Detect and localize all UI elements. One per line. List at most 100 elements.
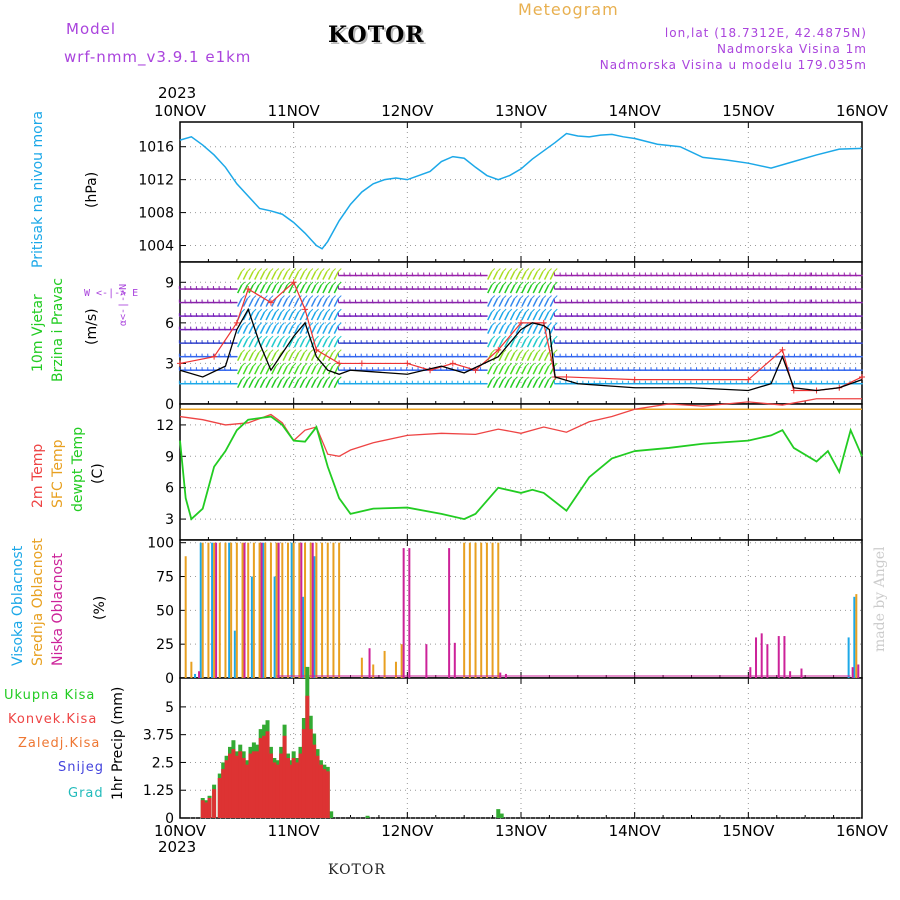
wind-barb-flag <box>292 308 297 313</box>
wind-barb-flag <box>241 376 246 381</box>
wind-barb <box>521 311 527 321</box>
wind-barb-flag <box>497 362 501 367</box>
wind-barb-flag <box>525 362 530 367</box>
wind-barb <box>333 338 339 348</box>
wind-barb <box>237 298 243 307</box>
wind-barb-flag <box>525 376 530 381</box>
wind-barb-flag <box>309 362 314 367</box>
wind-barb-flag <box>332 362 336 367</box>
wind-barb-flag <box>275 322 280 326</box>
wind-barb <box>509 338 516 348</box>
wind-barb <box>549 298 555 307</box>
y-tick-label: 2.5 <box>152 755 174 771</box>
wind-direction-marker <box>290 279 297 286</box>
wind-barb <box>504 284 510 294</box>
wind-barb-flag <box>241 322 246 326</box>
wind-barb <box>276 298 283 307</box>
precip-bar <box>262 735 267 818</box>
wind-barb-flag <box>531 376 535 381</box>
wind-barb <box>265 325 271 334</box>
wind-barb <box>509 298 516 307</box>
wind-barb-flag <box>309 281 314 286</box>
wind-barb-flag <box>258 308 263 313</box>
wind-barb <box>504 379 510 389</box>
wind-barb-flag <box>326 281 331 286</box>
wind-barb-flag <box>525 349 530 354</box>
wind-barb <box>305 311 311 321</box>
pressure-label: Pritisak na nivou mora <box>30 110 46 268</box>
cloud-bar <box>853 596 856 678</box>
wind-barb <box>310 298 317 307</box>
wind-barb-flag <box>247 376 251 381</box>
precip-bar <box>268 753 273 818</box>
wind-barb-flag <box>491 349 496 354</box>
wind-barb-flag <box>269 322 274 326</box>
wind-barb <box>327 379 334 389</box>
cloud-bar <box>269 542 272 678</box>
wind-barb <box>271 284 277 294</box>
wind-barb <box>515 365 521 375</box>
wind-barb-flag <box>269 308 274 313</box>
precip-bar <box>228 753 233 818</box>
wind-barb-flag <box>247 349 251 354</box>
wind-barb-flag <box>258 362 263 367</box>
precip-bar <box>301 729 306 818</box>
wind-barb <box>316 338 322 348</box>
wind-barb <box>282 365 288 375</box>
wind-barb-flag <box>497 268 501 272</box>
wind-barb-flag <box>252 295 257 299</box>
wind-barb <box>543 284 550 294</box>
wind-barb <box>327 325 334 334</box>
wind-barb-flag <box>315 308 319 313</box>
wind-barb-flag <box>519 362 524 367</box>
wind-barb <box>504 325 510 334</box>
wind-barb-flag <box>258 376 263 381</box>
wind-barb <box>498 352 504 362</box>
wind-barb <box>242 365 249 375</box>
cloud-bar <box>311 542 314 678</box>
wind-barb-flag <box>275 308 280 313</box>
cloud-bar <box>201 542 204 678</box>
wind-barb <box>492 365 499 375</box>
wind-barb-flag <box>320 308 325 313</box>
wind-barb <box>259 365 266 375</box>
wind-barb <box>259 284 266 294</box>
wind-barb-flag <box>264 281 268 286</box>
wind-barb <box>322 352 328 362</box>
wind-direction-marker <box>495 346 502 353</box>
wind-barb <box>237 365 243 375</box>
cloud-bar <box>233 630 236 678</box>
wind-barb-flag <box>275 335 280 340</box>
wind-barb <box>532 311 538 321</box>
cloud-bar <box>292 542 295 678</box>
wind-barb <box>254 365 260 375</box>
wind-barb-flag <box>241 268 246 272</box>
wind-direction-marker <box>177 360 183 367</box>
wind-barb <box>492 338 499 348</box>
wind-barb-flag <box>519 376 524 381</box>
wind-barb <box>322 379 328 389</box>
wind-direction-marker <box>233 319 240 326</box>
x-tick-label-top: 15NOV <box>722 102 775 120</box>
wind-direction-marker <box>404 360 411 367</box>
wind-barb <box>248 271 254 280</box>
wind-barb <box>526 311 533 321</box>
cloud-bar <box>315 542 318 678</box>
temp-label-3: dewpt Temp <box>70 426 86 512</box>
wind-barb <box>515 298 521 307</box>
precip-bar <box>365 815 370 818</box>
wind-barb-flag <box>502 349 507 354</box>
wind-barb-flag <box>497 308 501 313</box>
wind-barb-flag <box>320 295 325 299</box>
wind-barb <box>532 271 538 280</box>
wind-barb-flag <box>269 335 274 340</box>
cloud-bar <box>497 542 500 678</box>
cloud-bar <box>304 542 307 678</box>
wind-barb <box>487 325 493 334</box>
wind-barb <box>498 325 504 334</box>
cloud-bar <box>309 542 312 678</box>
wind-barb-flag <box>548 268 552 272</box>
wind-barb-flag <box>508 322 513 326</box>
wind-barb-flag <box>320 335 325 340</box>
temp-label-1: 2m Temp <box>30 443 46 508</box>
